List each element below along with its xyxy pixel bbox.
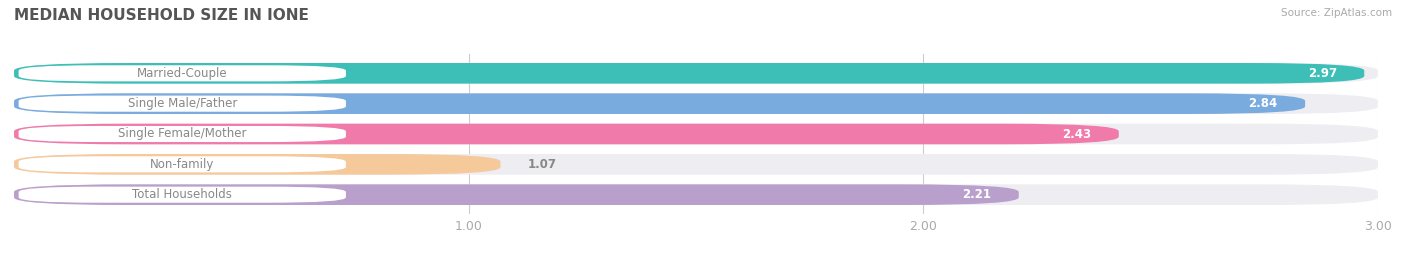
Text: Non-family: Non-family [150, 158, 215, 171]
FancyBboxPatch shape [14, 63, 1364, 84]
Text: Single Female/Mother: Single Female/Mother [118, 128, 246, 140]
FancyBboxPatch shape [18, 65, 346, 81]
FancyBboxPatch shape [18, 187, 346, 203]
FancyBboxPatch shape [14, 93, 1378, 114]
Text: 2.97: 2.97 [1308, 67, 1337, 80]
FancyBboxPatch shape [14, 124, 1378, 144]
FancyBboxPatch shape [14, 154, 1378, 175]
FancyBboxPatch shape [18, 126, 346, 142]
Text: Source: ZipAtlas.com: Source: ZipAtlas.com [1281, 8, 1392, 18]
FancyBboxPatch shape [14, 184, 1378, 205]
Text: 2.43: 2.43 [1063, 128, 1091, 140]
Text: MEDIAN HOUSEHOLD SIZE IN IONE: MEDIAN HOUSEHOLD SIZE IN IONE [14, 8, 309, 23]
Text: Married-Couple: Married-Couple [136, 67, 228, 80]
Text: Total Households: Total Households [132, 188, 232, 201]
Text: Single Male/Father: Single Male/Father [128, 97, 238, 110]
FancyBboxPatch shape [14, 154, 501, 175]
Text: 2.21: 2.21 [963, 188, 991, 201]
Text: 1.07: 1.07 [527, 158, 557, 171]
FancyBboxPatch shape [14, 184, 1019, 205]
FancyBboxPatch shape [18, 156, 346, 172]
FancyBboxPatch shape [14, 124, 1119, 144]
FancyBboxPatch shape [14, 93, 1305, 114]
Text: 2.84: 2.84 [1249, 97, 1278, 110]
FancyBboxPatch shape [18, 96, 346, 112]
FancyBboxPatch shape [14, 63, 1378, 84]
